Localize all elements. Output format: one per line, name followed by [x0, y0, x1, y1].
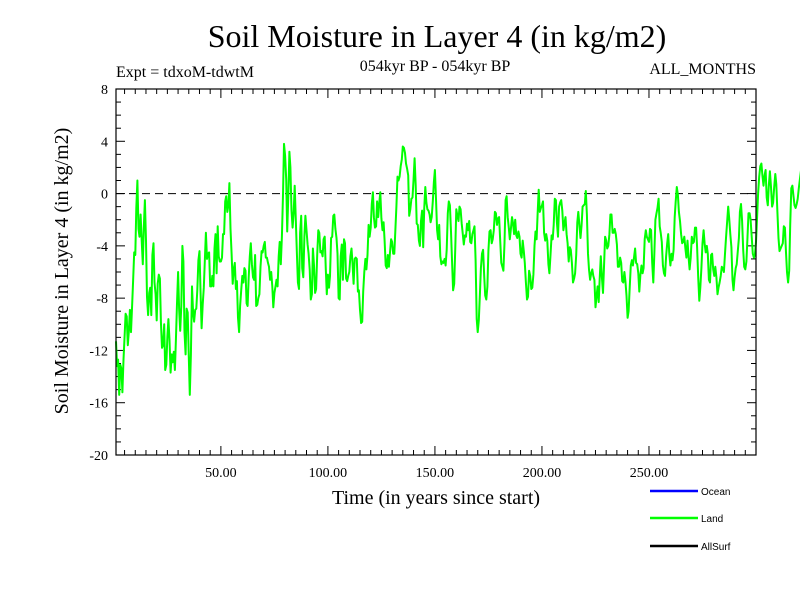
x-axis-label: Time (in years since start)	[332, 487, 540, 509]
x-tick-label: 250.00	[630, 466, 669, 481]
y-tick-label: 0	[101, 188, 108, 203]
period-label: 054kyr BP - 054kyr BP	[360, 58, 511, 75]
x-ticks: 50.00 100.00 150.00 200.00 250.00	[124, 89, 757, 481]
series-line-land	[115, 142, 800, 396]
y-tick-label: -4	[96, 240, 108, 255]
months-label: ALL_MONTHS	[649, 61, 756, 78]
y-tick-label: -8	[96, 292, 108, 307]
y-tick-label: 8	[101, 83, 108, 98]
legend-label: Land	[701, 514, 723, 525]
legend-label: AllSurf	[701, 542, 731, 553]
x-tick-label: 50.00	[205, 466, 237, 481]
y-tick-label: -16	[89, 397, 108, 412]
legend-label: Ocean	[701, 487, 730, 498]
series-land	[115, 142, 800, 396]
experiment-label: Expt = tdxoM-tdwtM	[116, 64, 254, 81]
plot-frame	[115, 88, 757, 456]
y-tick-label: -20	[89, 449, 108, 464]
y-tick-label: 4	[101, 135, 108, 150]
plot-area: 8 4 0 -4 -8 -12 -16 -20 50.00 100.00 150.00 200.00…	[89, 83, 800, 481]
x-tick-label: 150.00	[416, 466, 455, 481]
x-tick-label: 200.00	[523, 466, 562, 481]
legend: Ocean Land AllSurf	[650, 487, 731, 553]
x-tick-label: 100.00	[309, 466, 348, 481]
chart-title: Soil Moisture in Layer 4 (in kg/m2)	[208, 18, 667, 54]
y-tick-label: -12	[89, 344, 108, 359]
y-axis-label: Soil Moisture in Layer 4 (in kg/m2)	[51, 128, 73, 415]
